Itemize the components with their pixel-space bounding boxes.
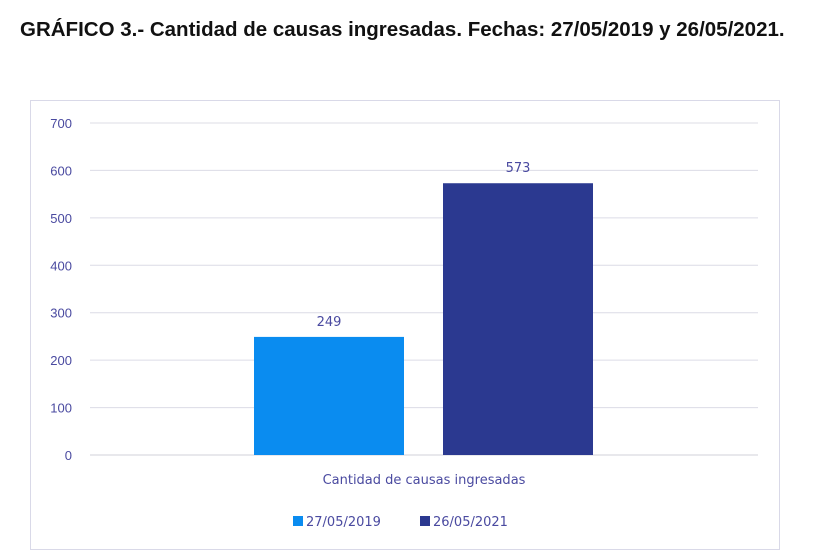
chart-frame: [30, 100, 780, 550]
y-tick-label: 500: [50, 211, 72, 226]
y-tick-label: 700: [50, 116, 72, 131]
chart-title: GRÁFICO 3.- Cantidad de causas ingresada…: [20, 18, 785, 41]
data-label: 249: [317, 315, 342, 330]
legend-swatch: [293, 516, 303, 526]
y-tick-label: 300: [50, 306, 72, 321]
y-tick-label: 400: [50, 258, 72, 273]
y-tick-label: 0: [65, 448, 72, 463]
legend-swatch: [420, 516, 430, 526]
x-category-label: Cantidad de causas ingresadas: [323, 473, 526, 488]
bar: [443, 183, 593, 455]
y-tick-label: 600: [50, 163, 72, 178]
legend-label: 27/05/2019: [306, 515, 381, 530]
data-label: 573: [506, 161, 531, 176]
legend-label: 26/05/2021: [433, 515, 508, 530]
y-tick-label: 200: [50, 353, 72, 368]
y-tick-label: 100: [50, 401, 72, 416]
bar: [254, 336, 404, 455]
